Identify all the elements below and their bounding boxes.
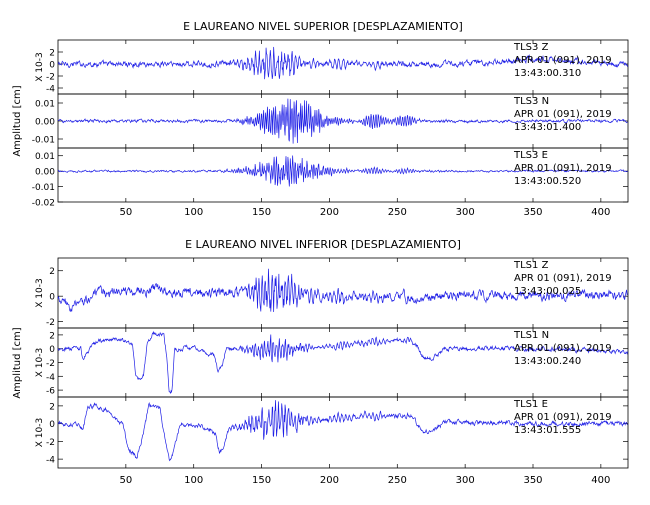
y-tick-label: 0 — [49, 345, 55, 355]
y-tick-label: 2 — [49, 331, 55, 341]
y-tick-label: 0.01 — [35, 100, 55, 110]
y-tick-label: 2 — [49, 49, 55, 59]
time-label: 13:43:00.240 — [514, 356, 581, 367]
time-label: 13:43:00.310 — [514, 68, 581, 79]
panel-frame — [57, 147, 629, 203]
y-tick-label: 0 — [49, 61, 55, 71]
trace-0-1 — [57, 98, 628, 144]
trace-1-0 — [57, 268, 628, 313]
trace-0-0 — [57, 46, 628, 80]
y-tick-label: -2 — [46, 318, 55, 328]
y-tick-label: 0 — [49, 293, 55, 303]
x-tick-label: 100 — [184, 207, 203, 218]
time-label: 13:43:01.555 — [514, 425, 581, 436]
x-tick-label: 400 — [591, 475, 610, 486]
trace-label: TLS3 N — [513, 96, 549, 107]
trace-1-1 — [57, 330, 628, 395]
y-tick-label: -2 — [46, 438, 55, 448]
y-tick-label: -0.01 — [32, 136, 55, 146]
x-tick-label: 50 — [119, 475, 132, 486]
x-tick-label: 100 — [184, 475, 203, 486]
time-label: 13:43:00.520 — [514, 176, 581, 187]
scale-label: X 10-3 — [35, 278, 45, 307]
date-label: APR 01 (091), 2019 — [514, 163, 612, 174]
trace-label: TLS1 Z — [513, 260, 549, 271]
trace-label: TLS1 N — [513, 330, 549, 341]
trace-label: TLS3 Z — [513, 42, 549, 53]
x-tick-label: 350 — [523, 475, 542, 486]
trace-1-2 — [57, 400, 628, 462]
y-tick-label: -2 — [46, 359, 55, 369]
scale-label: X 10-3 — [35, 52, 45, 81]
y-tick-label: 2 — [49, 402, 55, 412]
trace-label: TLS1 E — [513, 399, 548, 410]
time-label: 13:43:00.025 — [514, 286, 581, 297]
date-label: APR 01 (091), 2019 — [514, 55, 612, 66]
x-tick-label: 250 — [388, 207, 407, 218]
y-tick-label: -6 — [46, 387, 55, 397]
y-axis-label: Amplitud [cm] — [12, 327, 23, 398]
date-label: APR 01 (091), 2019 — [514, 412, 612, 423]
y-tick-label: -0.02 — [32, 199, 55, 209]
y-axis-label: Amplitud [cm] — [12, 85, 23, 156]
y-tick-label: -4 — [46, 85, 55, 95]
date-label: APR 01 (091), 2019 — [514, 109, 612, 120]
x-tick-label: 200 — [320, 475, 339, 486]
panel-frame — [57, 396, 629, 469]
trace-0-2 — [57, 155, 628, 187]
x-tick-label: 250 — [388, 475, 407, 486]
y-tick-label: 0 — [49, 420, 55, 430]
x-tick-label: 400 — [591, 207, 610, 218]
x-tick-label: 150 — [252, 475, 271, 486]
date-label: APR 01 (091), 2019 — [514, 273, 612, 284]
y-tick-label: 0.00 — [35, 118, 55, 128]
y-tick-label: -4 — [46, 456, 55, 466]
x-tick-label: 50 — [119, 207, 132, 218]
time-label: 13:43:01.400 — [514, 122, 581, 133]
date-label: APR 01 (091), 2019 — [514, 343, 612, 354]
x-tick-label: 300 — [456, 475, 475, 486]
x-tick-label: 350 — [523, 207, 542, 218]
scale-label: X 10-3 — [35, 418, 45, 447]
y-tick-label: 0.00 — [35, 168, 55, 178]
chart-title: E LAUREANO NIVEL INFERIOR [DESPLAZAMIENT… — [185, 238, 461, 251]
y-tick-label: 0.01 — [35, 152, 55, 162]
y-tick-label: -0.01 — [32, 183, 55, 193]
y-tick-label: -2 — [46, 73, 55, 83]
x-tick-label: 150 — [252, 207, 271, 218]
y-tick-label: -4 — [46, 373, 55, 383]
scale-label: X 10-3 — [35, 348, 45, 377]
x-tick-label: 200 — [320, 207, 339, 218]
chart-title: E LAUREANO NIVEL SUPERIOR [DESPLAZAMIENT… — [183, 20, 463, 33]
x-tick-label: 300 — [456, 207, 475, 218]
y-tick-label: 2 — [49, 267, 55, 277]
trace-label: TLS3 E — [513, 150, 548, 161]
